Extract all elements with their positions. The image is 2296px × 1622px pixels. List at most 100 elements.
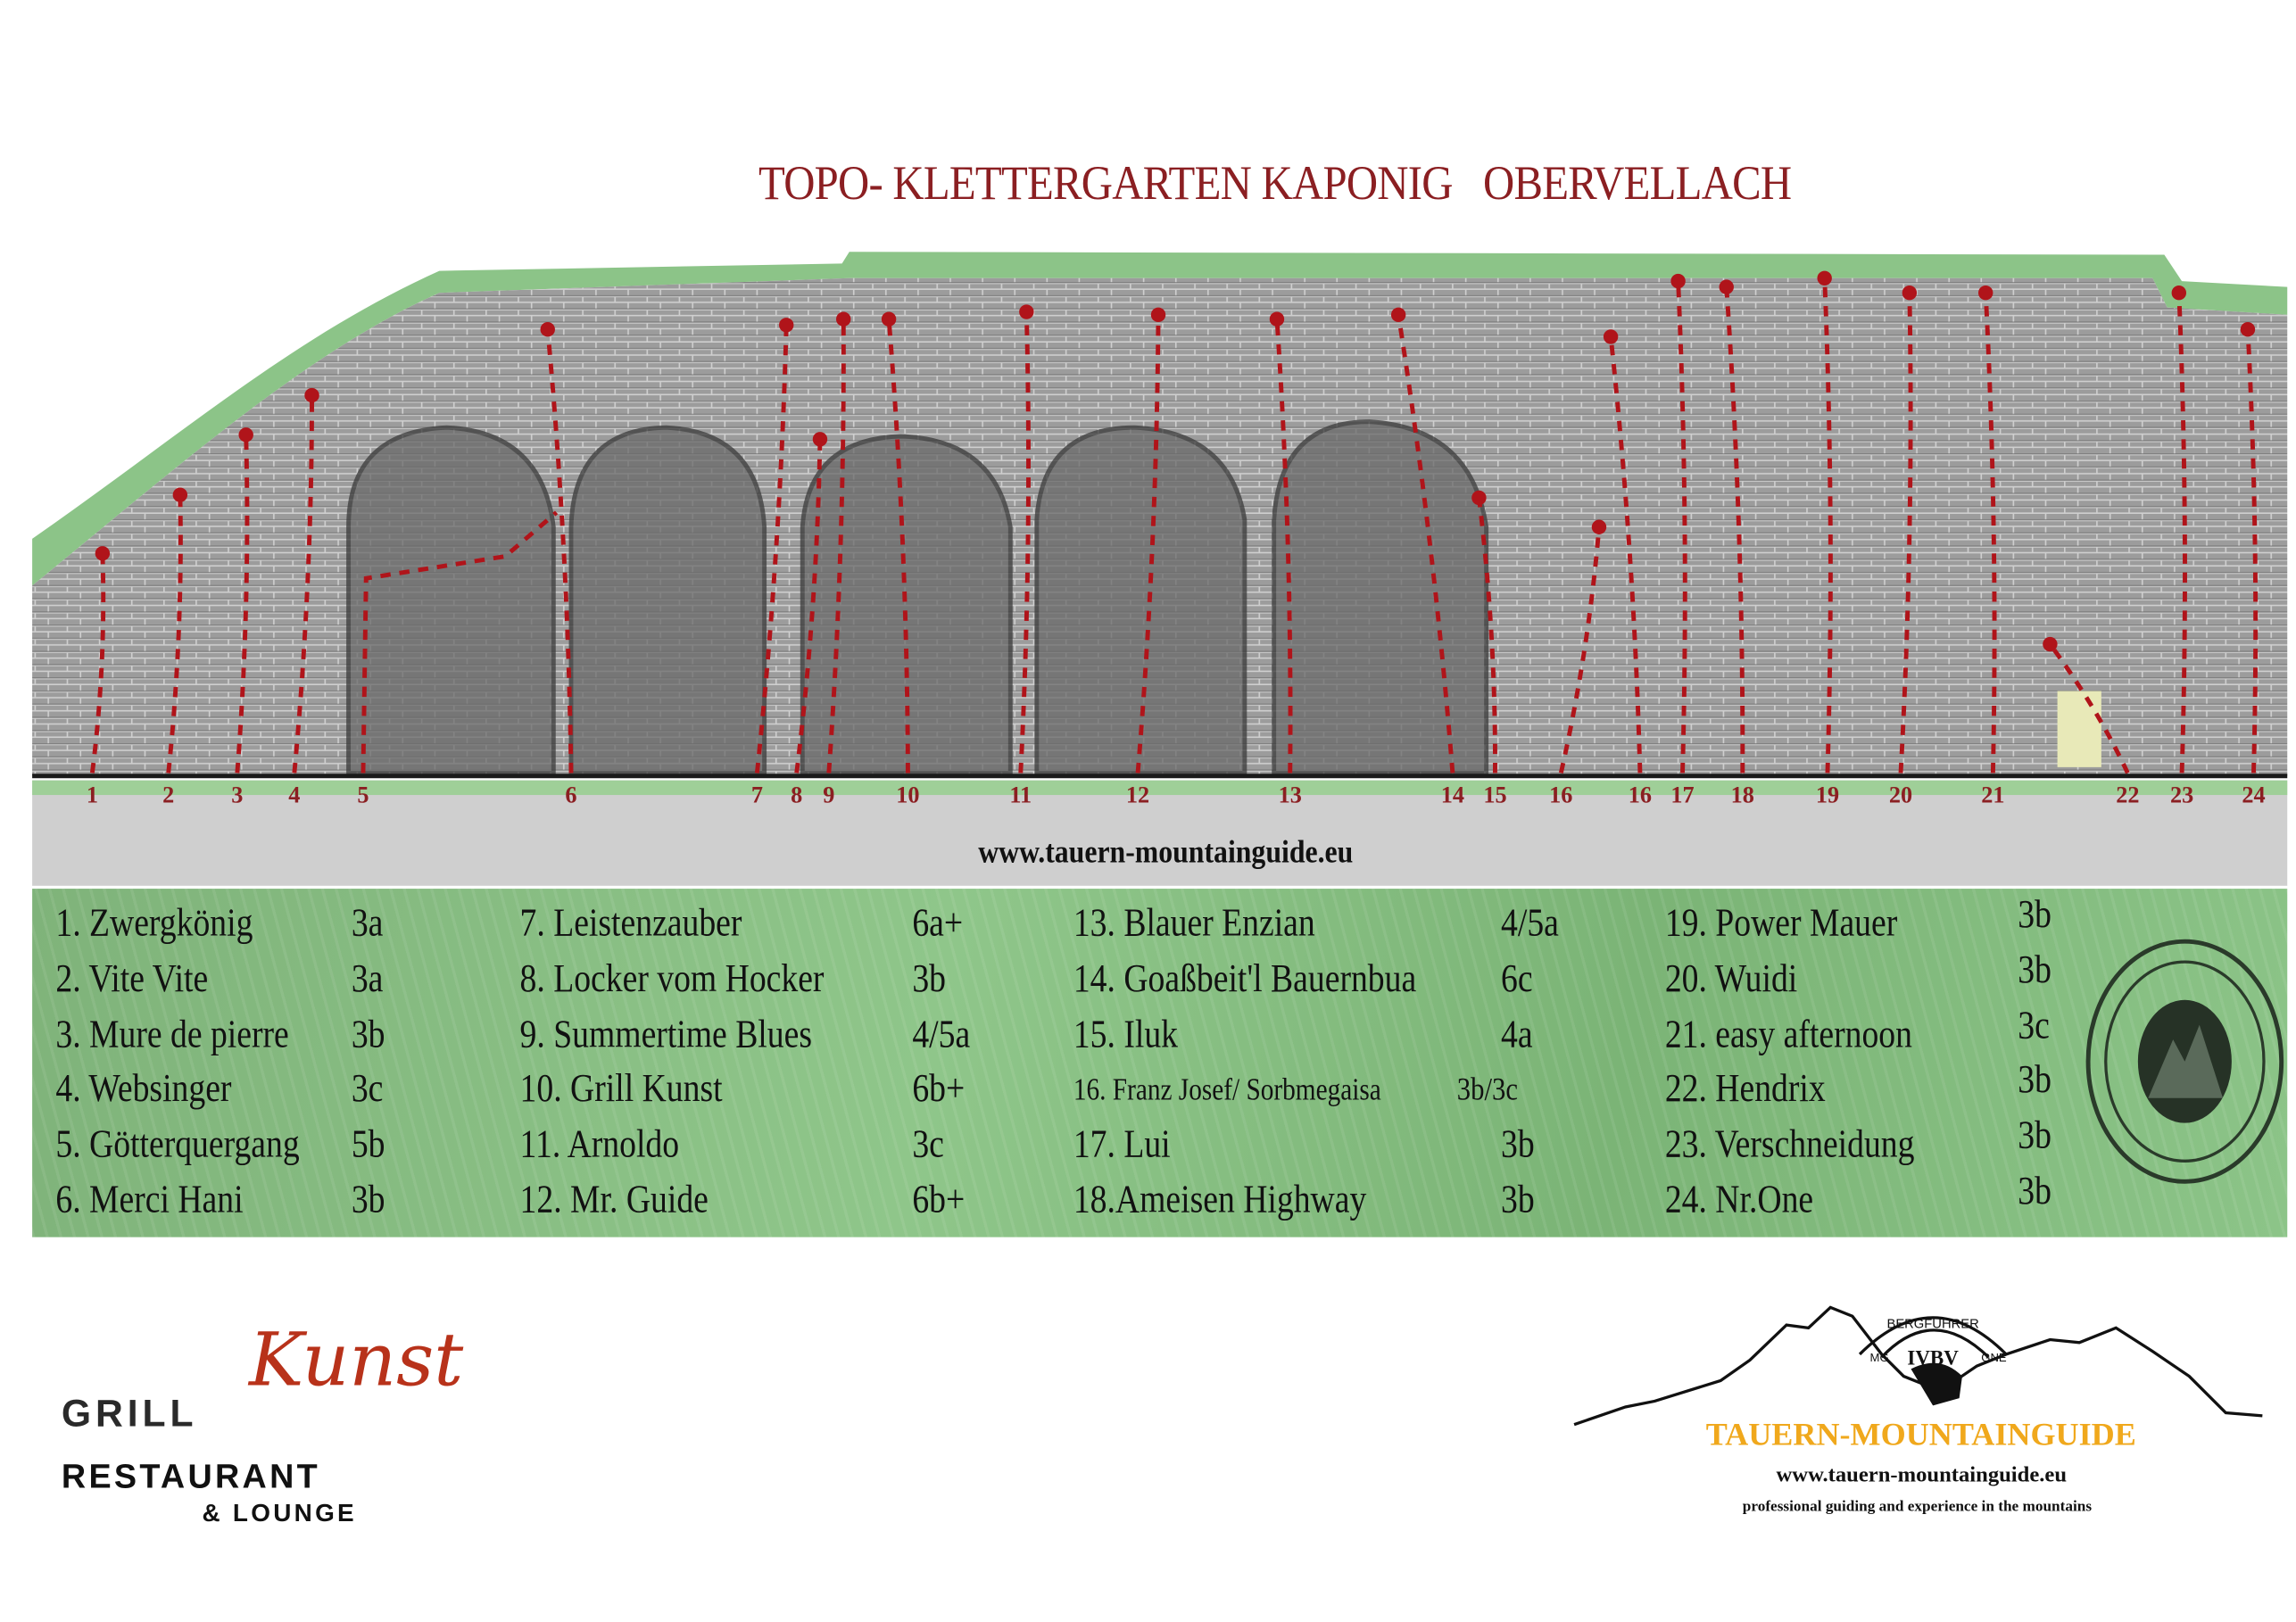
legend-route-grade: 3b <box>351 1177 385 1221</box>
logo-restaurant: RESTAURANT <box>61 1456 320 1495</box>
route-anchor-dot <box>836 311 851 327</box>
route-number-marker: 7 <box>750 782 763 808</box>
legend-route-name: 7. Leistenzauber <box>519 900 742 945</box>
route-anchor-dot <box>881 311 897 327</box>
route-number-marker: 12 <box>1125 782 1150 808</box>
legend-route-grade: 5b <box>351 1121 385 1166</box>
legend-route-grade: 3b <box>351 1011 385 1055</box>
route-line <box>166 494 183 774</box>
route-number-marker: 2 <box>162 782 175 808</box>
route-anchor-dot <box>1019 304 1034 319</box>
route-line <box>1983 293 1997 774</box>
legend-route-name: 12. Mr. Guide <box>519 1177 709 1221</box>
legend-route-grade: 6c <box>1501 956 1533 1000</box>
route-number-marker: 20 <box>1888 782 1913 808</box>
route-anchor-dot <box>304 387 319 403</box>
route-anchor-dot <box>238 427 253 443</box>
route-line <box>89 553 106 774</box>
legend-route-name: 4. Websinger <box>55 1066 232 1111</box>
route-number-marker: 6 <box>565 782 577 808</box>
legend-route-grade: 3b <box>2018 1057 2051 1102</box>
brand-tagline: professional guiding and experience in t… <box>1742 1499 2093 1516</box>
route-number-marker: 24 <box>2242 782 2266 808</box>
legend-route-grade: 4/5a <box>912 1011 971 1055</box>
route-anchor-dot <box>1902 285 1918 301</box>
legend-route-grade: 3c <box>2018 1002 2050 1047</box>
arches <box>346 419 1489 775</box>
route-line <box>1396 314 1455 774</box>
logo-kunst: Kunst <box>248 1317 464 1403</box>
legend-route-grade: 3b <box>2018 1113 2051 1157</box>
route-line <box>1476 497 1497 774</box>
route-number-marker: 14 <box>1440 782 1464 808</box>
legend-route-grade: 3a <box>351 900 384 945</box>
route-anchor-dot <box>1719 279 1734 294</box>
gravel-path <box>32 780 2288 886</box>
ivbv-ifmga-seal-logo <box>2085 939 2284 1184</box>
route-number-marker: 3 <box>231 782 244 808</box>
legend-route-name: 22. Hendrix <box>1664 1066 1826 1111</box>
route-anchor-dot <box>1817 270 1832 286</box>
legend-route-name: 18.Ameisen Highway <box>1073 1177 1367 1221</box>
route-line <box>1135 314 1161 774</box>
legend-route-name: 19. Power Mauer <box>1664 900 1898 945</box>
route-number-marker: 4 <box>288 782 301 808</box>
route-line <box>292 395 314 774</box>
legend-route-name: 20. Wuidi <box>1664 956 1798 1000</box>
route-anchor-dot <box>1591 519 1607 534</box>
route-anchor-dot <box>1977 285 1993 301</box>
mountain-silhouette: IVBV BERGFÜHRER MG GNE <box>1573 1305 2263 1427</box>
route-number-marker: 5 <box>357 782 369 808</box>
legend-route-name: 9. Summertime Blues <box>519 1011 812 1055</box>
route-legend <box>32 889 2288 1237</box>
route-number-marker: 16 <box>1549 782 1573 808</box>
route-line <box>1724 286 1745 774</box>
website-link[interactable]: www.tauern-mountainguide.eu <box>978 832 1354 870</box>
legend-route-grade: 6b+ <box>912 1177 966 1221</box>
route-anchor-dot <box>1670 273 1686 289</box>
route-line <box>754 325 789 774</box>
route-line <box>1274 319 1293 774</box>
route-line <box>1608 336 1643 774</box>
legend-route-grade: 3b/3c <box>1456 1071 1518 1108</box>
route-line <box>1676 280 1687 774</box>
route-line <box>1018 311 1031 774</box>
route-number-marker: 13 <box>1278 782 1302 808</box>
logo-lounge: & LOUNGE <box>202 1499 357 1527</box>
legend-route-grade: 3b <box>912 956 947 1000</box>
route-line <box>1558 526 1602 774</box>
route-anchor-dot <box>1390 307 1406 323</box>
legend-route-name: 13. Blauer Enzian <box>1073 900 1315 945</box>
route-anchor-dot <box>779 318 794 333</box>
route-number-marker: 8 <box>791 782 803 808</box>
route-anchor-dot <box>2043 636 2058 652</box>
legend-route-grade: 3a <box>351 956 384 1000</box>
route-line <box>886 319 910 774</box>
route-number-marker: 17 <box>1670 782 1695 808</box>
route-number-marker: 1 <box>86 782 98 808</box>
route-number-marker: 18 <box>1730 782 1754 808</box>
crag-topo-drawing <box>32 252 2288 886</box>
badge-right: GNE <box>1981 1351 2007 1364</box>
route-line <box>361 510 559 774</box>
brand-url[interactable]: www.tauern-mountainguide.eu <box>1776 1464 2068 1488</box>
route-anchor-dot <box>172 487 188 502</box>
legend-route-name: 1. Zwergkönig <box>55 900 253 945</box>
badge-ivbv: IVBV <box>1907 1346 1959 1369</box>
route-anchor-dot <box>1150 307 1166 323</box>
route-number-marker: 23 <box>2169 782 2194 808</box>
route-anchor-dot <box>1269 311 1285 327</box>
legend-route-grade: 3c <box>351 1066 384 1111</box>
legend-route-grade: 4/5a <box>1501 900 1559 945</box>
logo-grill: GRILL <box>61 1390 198 1436</box>
route-number-marker: 22 <box>2116 782 2140 808</box>
route-line <box>1822 277 1833 774</box>
legend-route-grade: 6a+ <box>912 900 964 945</box>
legend-route-grade: 3b <box>2018 1168 2051 1212</box>
legend-route-name: 5. Götterquergang <box>55 1121 300 1166</box>
route-line <box>1898 293 1913 774</box>
legend-route-grade: 3c <box>912 1121 944 1166</box>
route-anchor-dot <box>2171 285 2187 301</box>
route-number-marker: 9 <box>823 782 835 808</box>
